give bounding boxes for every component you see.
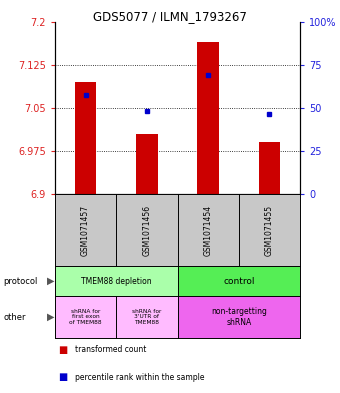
Text: non-targetting
shRNA: non-targetting shRNA [211, 307, 267, 327]
Text: ▶: ▶ [47, 276, 54, 286]
Bar [259, 142, 280, 194]
Text: GSM1071456: GSM1071456 [142, 204, 151, 255]
Text: control: control [223, 277, 255, 285]
Text: shRNA for
first exon
of TMEM88: shRNA for first exon of TMEM88 [69, 309, 102, 325]
Text: TMEM88 depletion: TMEM88 depletion [81, 277, 152, 285]
Text: percentile rank within the sample: percentile rank within the sample [75, 373, 205, 382]
Text: ■: ■ [58, 345, 68, 355]
Bar [198, 42, 219, 194]
Text: GSM1071457: GSM1071457 [81, 204, 90, 255]
Bar [75, 82, 96, 194]
Text: other: other [3, 312, 26, 321]
Text: ▶: ▶ [47, 312, 54, 322]
Text: protocol: protocol [3, 277, 38, 285]
Text: GDS5077 / ILMN_1793267: GDS5077 / ILMN_1793267 [93, 10, 247, 23]
Text: shRNA for
3'UTR of
TMEM88: shRNA for 3'UTR of TMEM88 [132, 309, 161, 325]
Text: GSM1071454: GSM1071454 [204, 204, 212, 255]
Text: transformed count: transformed count [75, 345, 147, 354]
Text: ■: ■ [58, 372, 68, 382]
Text: GSM1071455: GSM1071455 [265, 204, 274, 255]
Bar [136, 134, 158, 194]
